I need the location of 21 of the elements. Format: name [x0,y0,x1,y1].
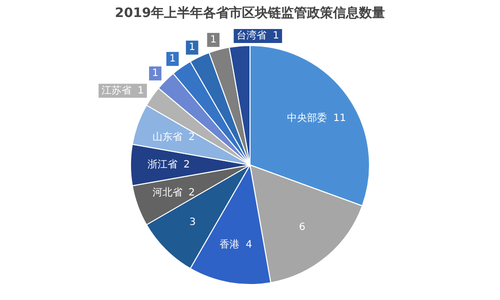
data-label: 1 [188,42,196,54]
data-label: 11 [333,112,346,124]
slice-label: 台湾省 [236,30,267,42]
data-label: 1 [152,68,158,80]
data-label: 1 [169,54,176,65]
slice-label: 河北省 [152,186,182,198]
data-label: 3 [189,217,196,228]
data-label: 6 [299,222,306,233]
slice-label: 浙江省 [148,158,178,171]
data-label: 1 [210,34,216,46]
data-label: 2 [188,187,195,198]
slice-label: 中央部委 [287,112,328,124]
data-label: 1 [272,30,280,42]
data-label: 2 [188,132,195,143]
data-label: 1 [138,85,144,96]
slice-label: 香港 [220,238,240,251]
data-label: 4 [246,240,252,251]
slice-label: 江苏省 [102,84,132,96]
data-label: 2 [184,160,190,171]
chart-title: 2019年上半年各省市区块链监管政策信息数量 [114,4,386,22]
slice-label: 山东省 [152,130,182,143]
